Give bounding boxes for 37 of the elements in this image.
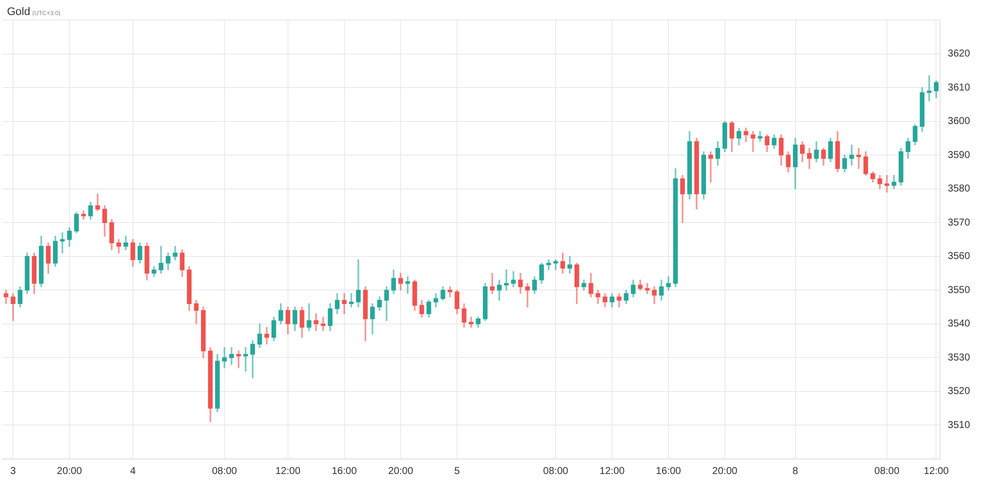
candlestick xyxy=(525,283,530,308)
x-tick-label: 08:00 xyxy=(543,466,569,477)
y-tick-label: 3510 xyxy=(948,420,970,431)
x-tick-label: 4 xyxy=(130,466,136,477)
candlestick xyxy=(229,347,234,365)
y-tick-label: 3610 xyxy=(948,82,970,94)
x-tick-label: 20:00 xyxy=(712,466,738,477)
x-tick-label: 08:00 xyxy=(212,466,238,477)
x-tick-label: 08:00 xyxy=(874,466,900,477)
y-tick-label: 3570 xyxy=(948,217,970,228)
y-tick-label: 3540 xyxy=(948,318,970,330)
x-tick-label: 3 xyxy=(10,466,16,477)
x-tick-label: 20:00 xyxy=(388,466,414,477)
y-tick-label: 3520 xyxy=(948,386,970,398)
x-tick-label: 5 xyxy=(454,466,460,477)
y-tick-label: 3600 xyxy=(948,116,970,128)
candlestick xyxy=(236,350,241,368)
x-tick-label: 12:00 xyxy=(924,466,950,477)
candlestick xyxy=(314,313,318,332)
y-tick-label: 3620 xyxy=(948,48,970,60)
y-tick-label: 3530 xyxy=(948,352,970,364)
candlestick xyxy=(448,286,452,298)
x-tick-label: 12:00 xyxy=(275,466,301,477)
x-tick-label: 16:00 xyxy=(332,466,358,477)
x-tick-label: 16:00 xyxy=(656,466,682,477)
candlestick xyxy=(758,131,762,142)
candlestick xyxy=(81,210,86,220)
x-tick-label: 12:00 xyxy=(600,466,626,477)
x-tick-label: 20:00 xyxy=(56,466,82,477)
chart-title: Gold xyxy=(7,6,30,18)
y-tick-label: 3550 xyxy=(948,284,970,296)
y-tick-label: 3590 xyxy=(948,150,970,161)
candlestick xyxy=(222,347,227,368)
x-tick-label: 8 xyxy=(792,466,799,477)
y-tick-label: 3580 xyxy=(948,184,970,195)
y-tick-label: 3560 xyxy=(948,251,970,262)
candlestick xyxy=(750,131,756,152)
